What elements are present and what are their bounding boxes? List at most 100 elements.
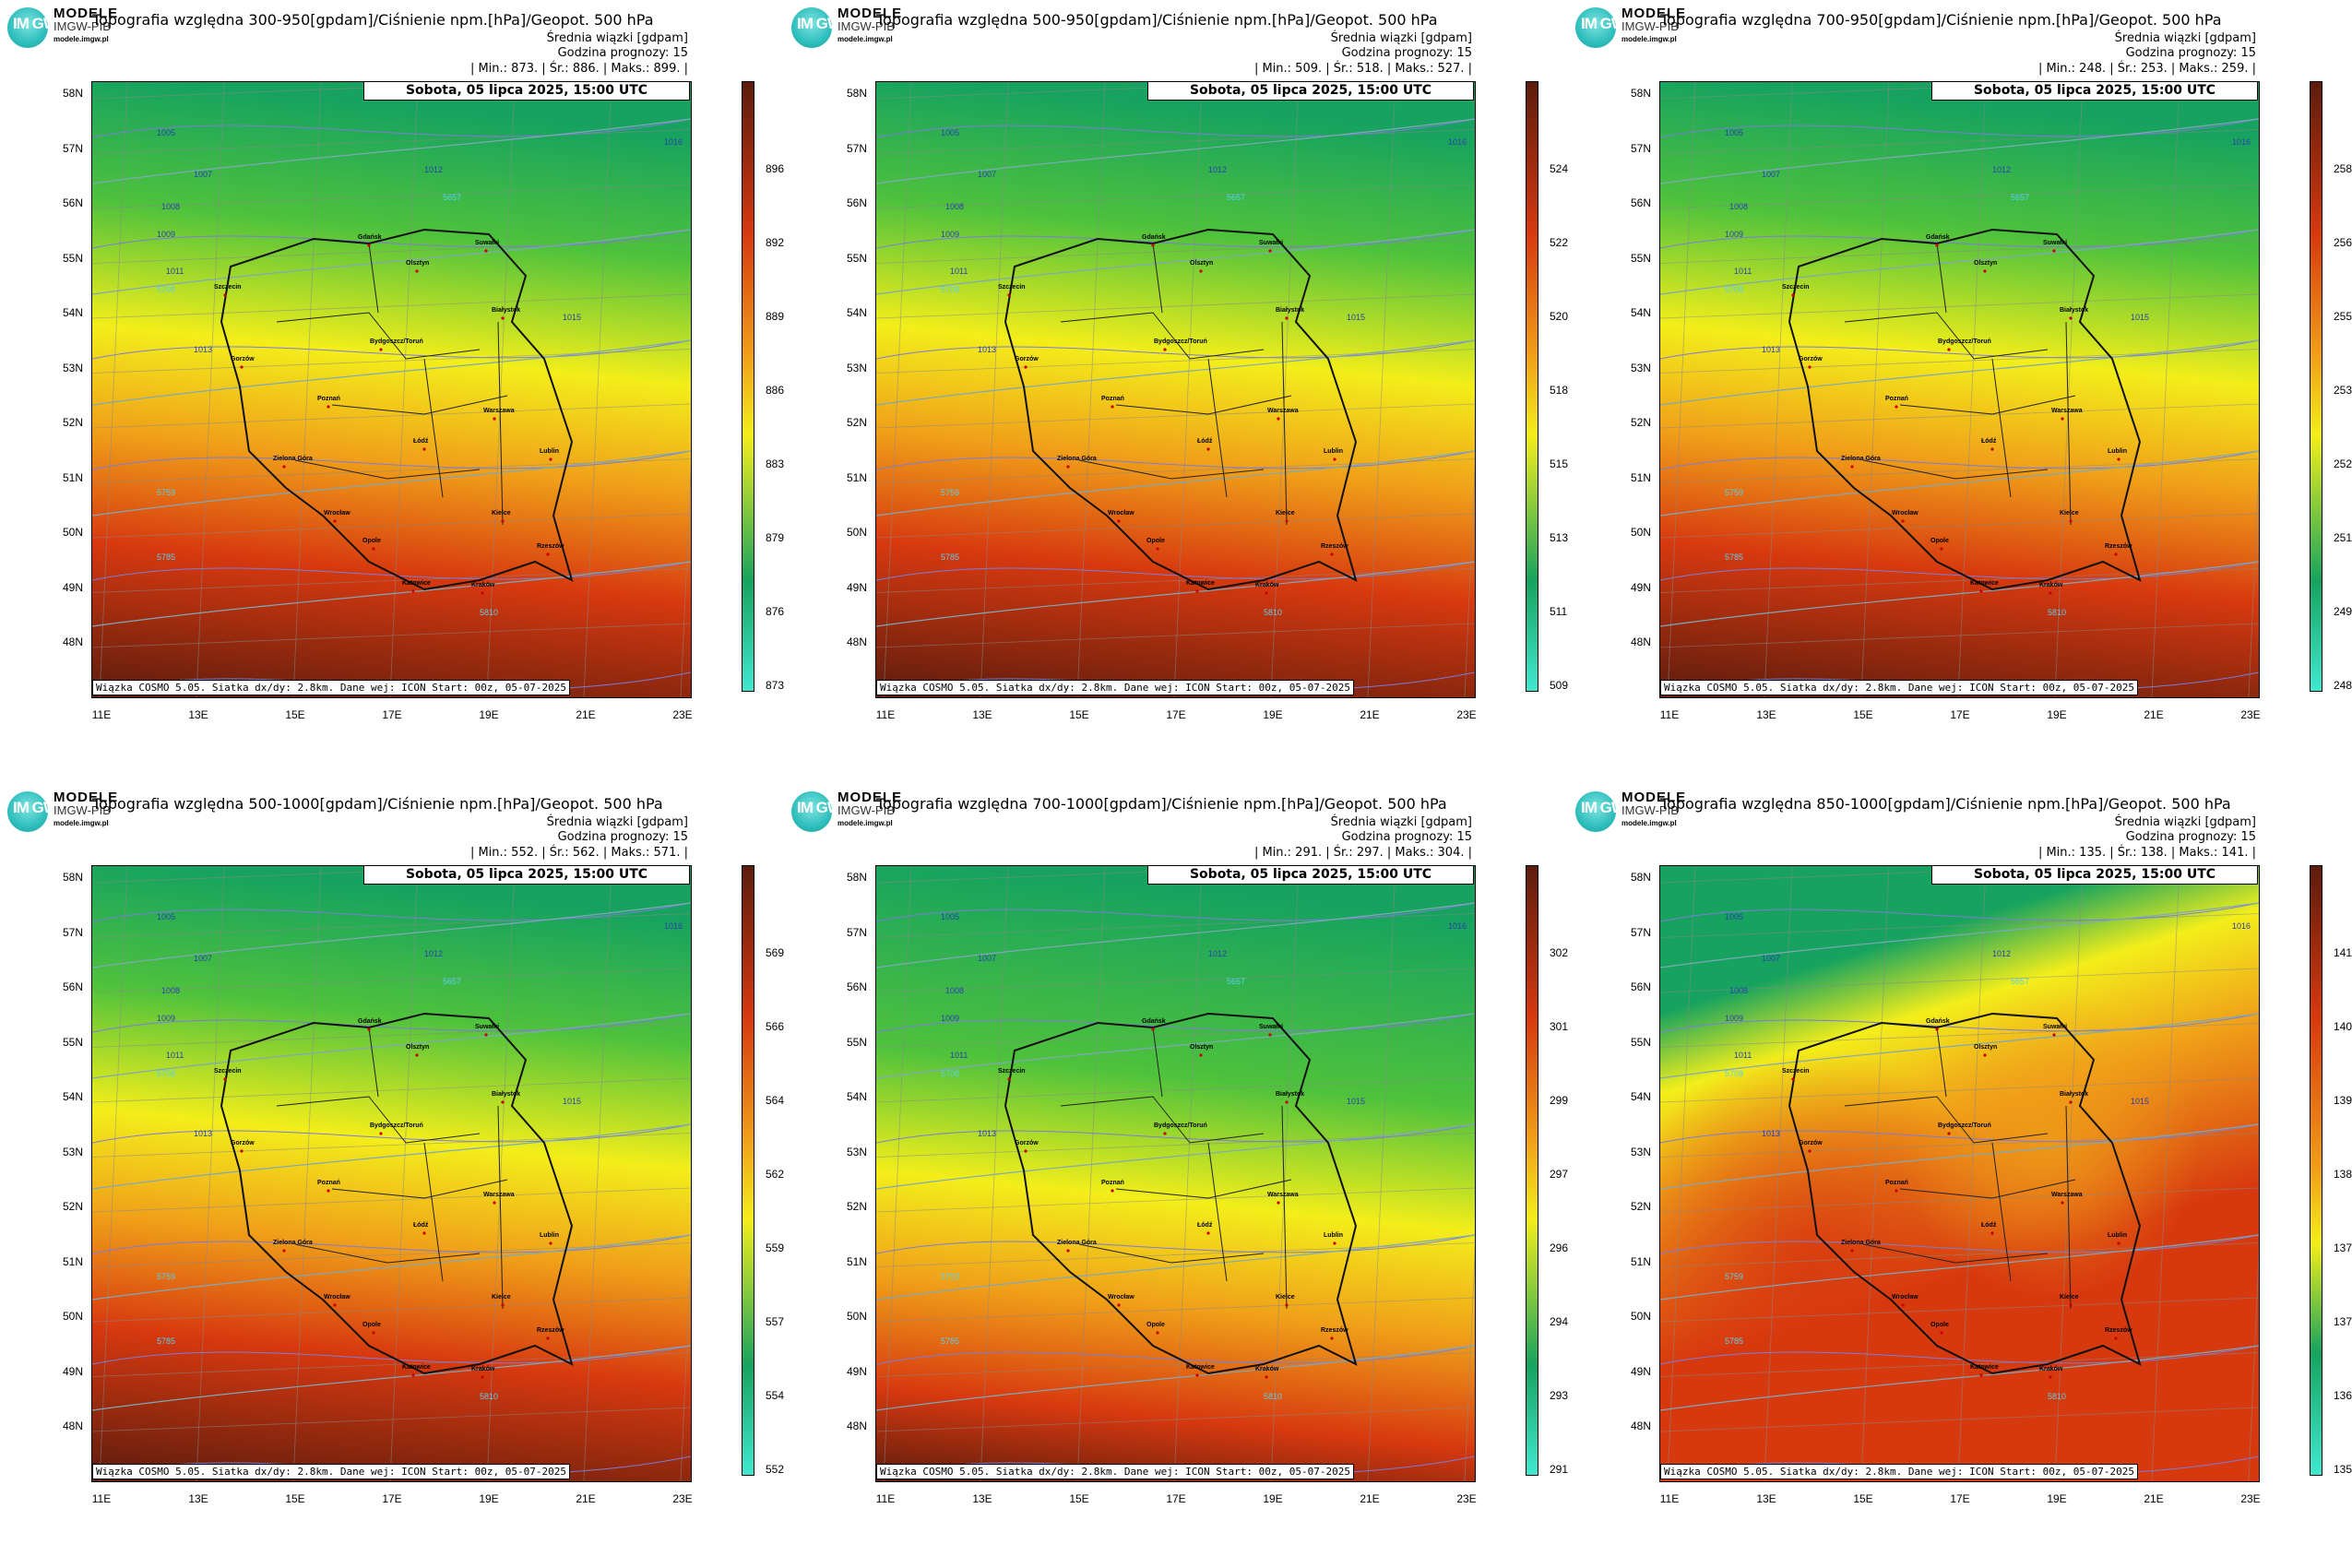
city-label: Opole — [1930, 538, 1949, 544]
logo-subtitle: IMGW-PIB — [1621, 803, 1679, 817]
lat-label: 48N — [1630, 636, 1651, 648]
city-label: Kraków — [2039, 1366, 2063, 1372]
city-label: Rzeszów — [1321, 543, 1348, 550]
lat-label: 57N — [846, 925, 867, 939]
city-label: Łódź — [413, 438, 429, 445]
lon-label: 21E — [2144, 708, 2164, 721]
isobar-label: 1009 — [157, 1014, 176, 1023]
logo-url[interactable]: modele.imgw.pl — [53, 819, 109, 827]
lon-label: 21E — [2144, 1492, 2164, 1505]
logo-icon — [7, 791, 48, 832]
city-label: Poznań — [317, 396, 340, 402]
city-label: Szczecin — [998, 1068, 1026, 1075]
geopot-label: 5810 — [2048, 1392, 2067, 1401]
isobar-label: 1015 — [2131, 1097, 2150, 1106]
city-label: Kraków — [1255, 582, 1279, 588]
city-label: Gorzów — [1015, 356, 1039, 362]
stats-line: | Min.: 248. | Śr.: 253. | Maks.: 259. | — [2037, 62, 2256, 76]
colorbar-label: 297 — [1550, 1168, 1569, 1181]
city-label: Szczecin — [1782, 1068, 1810, 1075]
map-panel: IM GW MODELE IMGW-PIB modele.imgw.pl Topogra… — [784, 0, 1568, 784]
city-label: Bydgoszcz/Toruń — [1154, 1123, 1207, 1129]
isobar-label: 1008 — [945, 986, 965, 995]
city-label: Szczecin — [998, 284, 1026, 291]
isobar-label: 1015 — [2131, 313, 2150, 322]
lat-label: 57N — [1630, 141, 1651, 155]
colorbar-label: 559 — [766, 1241, 785, 1254]
city-label: Białystok — [492, 1091, 521, 1098]
colorbar-label: 251 — [2334, 531, 2352, 544]
isobar-label: 1011 — [166, 267, 184, 276]
isobar-label: 1016 — [2232, 921, 2251, 931]
subtitle: Średnia wiązki [gdpam] — [2114, 31, 2256, 45]
logo-subtitle: IMGW-PIB — [837, 803, 895, 817]
colorbar-label: 252 — [2334, 457, 2352, 470]
map-panel: IM GW MODELE IMGW-PIB modele.imgw.pl Topogra… — [0, 784, 784, 1568]
logo-url[interactable]: modele.imgw.pl — [1621, 819, 1677, 827]
city-label: Warszawa — [1267, 408, 1299, 414]
city-label: Opole — [362, 538, 381, 544]
lat-label: 48N — [846, 636, 867, 648]
geopot-label: 5759 — [941, 1272, 960, 1281]
forecast-hour: Godzina prognozy: 15 — [1341, 830, 1472, 844]
colorbar-label: 562 — [766, 1168, 785, 1181]
lat-label: 56N — [1630, 196, 1651, 209]
lat-label: 56N — [62, 980, 83, 993]
isobar-label: 1012 — [424, 949, 444, 958]
isobar-label: 1013 — [194, 1129, 213, 1138]
lat-label: 57N — [1630, 925, 1651, 939]
panel-title: Topografia względna 500-1000[gpdam]/Ciśn… — [92, 795, 663, 813]
lat-label: 54N — [62, 1090, 83, 1103]
isobar-label: 1009 — [941, 1014, 960, 1023]
lat-label: 50N — [62, 526, 83, 539]
geopot-label: 5759 — [941, 488, 960, 497]
isobar-label: 1005 — [941, 128, 960, 137]
city-label: Bydgoszcz/Toruń — [1938, 339, 1991, 345]
city-label: Łódź — [1981, 438, 1997, 445]
city-label: Gdańsk — [1926, 234, 1950, 241]
lon-label: 17E — [1166, 708, 1186, 721]
isobar-label: 1008 — [945, 202, 965, 211]
isobar-label: 1012 — [424, 165, 444, 174]
logo-url[interactable]: modele.imgw.pl — [837, 819, 893, 827]
city-label: Warszawa — [1267, 1192, 1299, 1198]
city-label: Suwałki — [1259, 1024, 1284, 1030]
logo-brand: MODELE — [1621, 6, 1687, 21]
colorbar-label: 253 — [2334, 384, 2352, 397]
isobar-label: 1016 — [2232, 137, 2251, 147]
date-box: Sobota, 05 lipca 2025, 15:00 UTC — [363, 81, 690, 101]
city-label: Katowice — [1186, 1364, 1215, 1371]
lon-label: 17E — [1950, 1492, 1970, 1505]
lon-label: 11E — [1659, 1492, 1680, 1505]
colorbar-label: 564 — [766, 1094, 785, 1107]
logo-url[interactable]: modele.imgw.pl — [1621, 35, 1677, 43]
lat-label: 49N — [62, 580, 83, 594]
lat-label: 52N — [1630, 1200, 1651, 1213]
geopot-label: 5708 — [157, 285, 176, 294]
colorbar-label: 136 — [2334, 1389, 2352, 1402]
lon-label: 23E — [1456, 1492, 1477, 1505]
city-label: Lublin — [540, 1232, 559, 1239]
subtitle: Średnia wiązki [gdpam] — [1330, 815, 1472, 829]
city-label: Kraków — [471, 1366, 495, 1372]
geopot-label: 5657 — [2011, 193, 2030, 202]
city-label: Bydgoszcz/Toruń — [1154, 339, 1207, 345]
city-label: Suwałki — [2043, 240, 2068, 246]
city-label: Gorzów — [1015, 1140, 1039, 1146]
lon-label: 15E — [285, 1492, 305, 1505]
colorbar-label: 256 — [2334, 236, 2352, 249]
lat-label: 58N — [846, 871, 867, 884]
logo-url[interactable]: modele.imgw.pl — [53, 35, 109, 43]
lon-label: 21E — [1360, 708, 1380, 721]
colorbar-label: 141 — [2334, 946, 2352, 959]
lat-label: 52N — [62, 1200, 83, 1213]
isobar-label: 1013 — [978, 345, 997, 354]
city-label: Wrocław — [1108, 510, 1134, 517]
city-label: Gdańsk — [1142, 1018, 1166, 1025]
isobar-label: 1005 — [941, 912, 960, 921]
isobar-label: 1016 — [1448, 137, 1467, 147]
lat-label: 53N — [846, 361, 867, 374]
logo-url[interactable]: modele.imgw.pl — [837, 35, 893, 43]
map-svg — [1660, 866, 2259, 1481]
city-label: Poznań — [1101, 396, 1124, 402]
